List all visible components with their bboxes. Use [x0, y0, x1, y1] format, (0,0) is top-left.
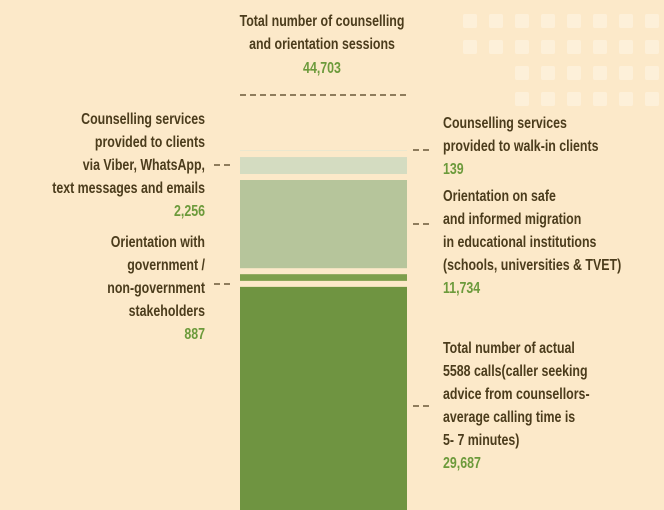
decor-square — [645, 92, 659, 106]
decor-square — [619, 92, 633, 106]
segment-label: and informed migration — [443, 210, 581, 228]
segment-value: 11,734 — [443, 279, 480, 297]
segment-label: text messages and emails — [52, 179, 205, 197]
segment-label: Counselling services — [443, 114, 567, 132]
decor-square — [541, 92, 555, 106]
total-value: 44,703 — [303, 59, 341, 77]
title: Total number of counselling — [240, 12, 405, 30]
segment-label: government / — [127, 256, 205, 274]
decor-square — [645, 40, 659, 54]
segment-label: 5588 calls(caller seeking — [443, 362, 588, 380]
segment-label: advice from counsellors- — [443, 385, 590, 403]
decor-square — [515, 14, 529, 28]
decor-square — [489, 14, 503, 28]
segment-label: via Viber, WhatsApp, — [83, 156, 205, 174]
segment-label: stakeholders — [129, 302, 206, 320]
segment-value: 139 — [443, 160, 464, 178]
decor-square — [619, 66, 633, 80]
decor-square — [593, 40, 607, 54]
bar-segment — [240, 157, 407, 175]
decor-square — [619, 40, 633, 54]
segment-value: 2,256 — [174, 202, 205, 220]
decor-square — [541, 40, 555, 54]
decor-square — [567, 92, 581, 106]
segment-label: 5- 7 minutes) — [443, 431, 519, 449]
decor-square — [463, 14, 477, 28]
decor-square — [515, 40, 529, 54]
decor-square — [645, 14, 659, 28]
decor-square — [463, 40, 477, 54]
segment-label: provided to walk-in clients — [443, 137, 599, 155]
segment-value: 29,687 — [443, 454, 481, 472]
decor-square — [567, 66, 581, 80]
bar-segment — [240, 274, 407, 281]
segment-label: Orientation on safe — [443, 187, 556, 205]
segment-label: in educational institutions — [443, 233, 597, 251]
decor-square — [515, 66, 529, 80]
decor-square — [567, 40, 581, 54]
segment-value: 887 — [184, 325, 205, 343]
segment-label: (schools, universities & TVET) — [443, 256, 621, 274]
segment-label: non-government — [107, 279, 205, 297]
decor-square — [593, 92, 607, 106]
decor-square — [541, 14, 555, 28]
segment-label: Counselling services — [81, 110, 205, 128]
decor-square — [645, 66, 659, 80]
segment-label: Total number of actual — [443, 339, 575, 357]
bar-segment — [240, 150, 407, 152]
decor-square — [541, 66, 555, 80]
bar-segment — [240, 180, 407, 269]
title: and orientation sessions — [249, 35, 395, 53]
segment-label: Orientation with — [111, 233, 205, 251]
decor-square — [515, 92, 529, 106]
decor-square — [489, 40, 503, 54]
segment-label: average calling time is — [443, 408, 575, 426]
decor-square — [593, 66, 607, 80]
bar-segment — [240, 286, 407, 510]
decor-square — [593, 14, 607, 28]
segment-label: provided to clients — [95, 133, 205, 151]
decor-square — [619, 14, 633, 28]
decor-square — [567, 14, 581, 28]
